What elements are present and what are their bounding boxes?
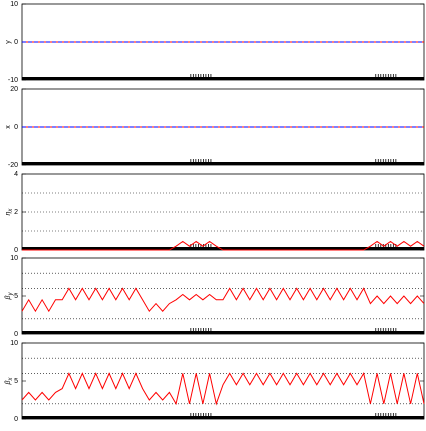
- y-axis-label: ηx: [5, 208, 14, 216]
- y-tick-label: 0: [14, 124, 18, 131]
- y-axis-label-sub: y: [8, 292, 14, 297]
- series-line: [21, 372, 425, 406]
- y-tick-label: 0: [14, 247, 18, 254]
- y-axis-label: βy: [5, 292, 14, 301]
- series-line: [22, 240, 425, 251]
- element-band: [22, 416, 424, 419]
- plot-frame: [21, 257, 425, 335]
- y-tick-label: -20: [8, 162, 18, 169]
- series-line: [21, 287, 425, 313]
- y-axis-label: y: [5, 40, 12, 44]
- y-tick-label: 20: [10, 86, 18, 93]
- y-tick-label: 10: [10, 340, 18, 347]
- y-tick-label: 2: [14, 209, 18, 216]
- y-tick-label: 0: [14, 331, 18, 338]
- y-tick-label: 10: [10, 255, 18, 262]
- y-axis-label-main: η: [5, 211, 12, 215]
- y-tick-label: -10: [8, 77, 18, 84]
- element-band: [22, 247, 424, 250]
- y-axis-label-main: x: [5, 125, 12, 129]
- y-tick-label: 10: [10, 1, 18, 8]
- y-tick-label: 0: [14, 416, 18, 423]
- y-axis-label-sub: x: [8, 377, 14, 382]
- y-tick-label: 0: [14, 39, 18, 46]
- y-axis-label: x: [5, 125, 12, 129]
- element-band: [22, 162, 424, 165]
- y-axis-label-sub: x: [8, 208, 14, 213]
- y-tick-label: 5: [14, 293, 18, 300]
- plot-frame: [21, 342, 425, 420]
- element-band: [22, 77, 424, 80]
- y-tick-label: 4: [14, 171, 18, 178]
- y-tick-label: 5: [14, 378, 18, 385]
- y-axis-label-main: β: [5, 296, 12, 301]
- y-axis-label: βx: [5, 377, 14, 386]
- y-axis-label-main: y: [5, 40, 12, 44]
- y-axis-label-main: β: [5, 381, 12, 386]
- element-band: [22, 331, 424, 334]
